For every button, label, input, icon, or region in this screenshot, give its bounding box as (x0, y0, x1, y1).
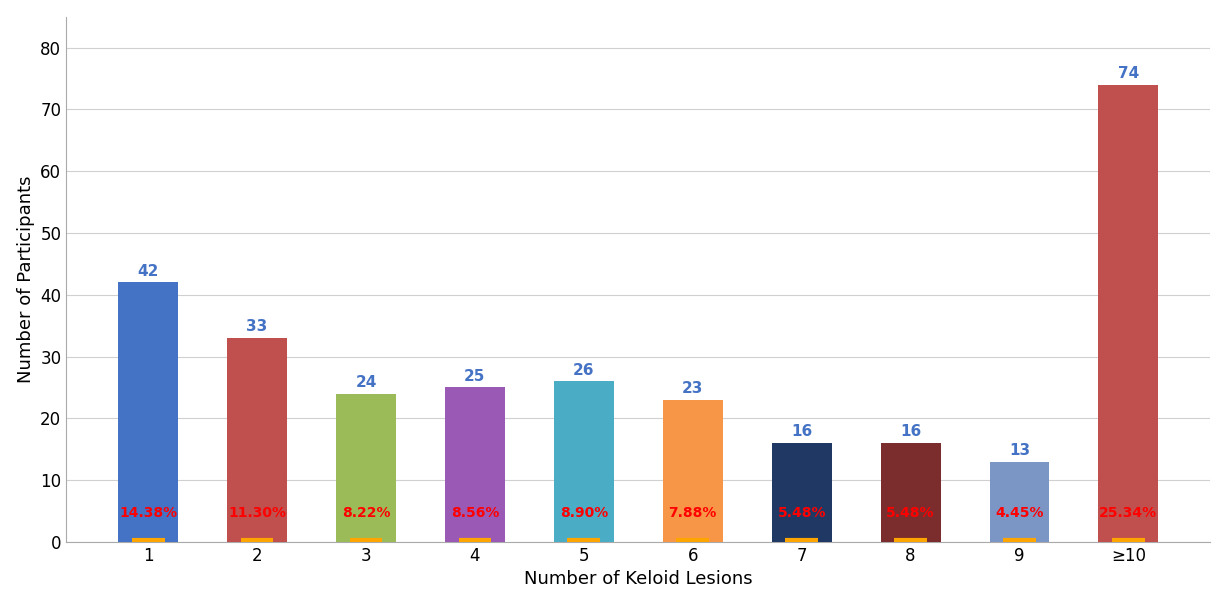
Bar (663, 400, 723, 542)
Text: 42: 42 (137, 264, 158, 279)
Text: 8.22%: 8.22% (342, 506, 390, 520)
Bar (772, 443, 832, 542)
Bar (553, 381, 614, 542)
Text: 24: 24 (356, 375, 377, 390)
Text: 16: 16 (899, 424, 921, 439)
Text: 25.34%: 25.34% (1099, 506, 1157, 520)
Text: 25: 25 (464, 368, 486, 384)
Text: 74: 74 (1118, 66, 1139, 81)
Bar (118, 283, 178, 542)
Text: 8.56%: 8.56% (450, 506, 499, 520)
Bar (336, 394, 396, 542)
Text: 13: 13 (1009, 443, 1029, 458)
Bar (881, 443, 941, 542)
Text: 11.30%: 11.30% (228, 506, 286, 520)
Text: 26: 26 (573, 362, 595, 378)
Text: 5.48%: 5.48% (778, 506, 826, 520)
Text: 14.38%: 14.38% (119, 506, 177, 520)
Y-axis label: Number of Participants: Number of Participants (17, 175, 34, 383)
Bar (227, 338, 287, 542)
Text: 16: 16 (791, 424, 812, 439)
Text: 23: 23 (682, 381, 703, 396)
Bar (989, 462, 1049, 542)
Text: 4.45%: 4.45% (995, 506, 1044, 520)
Text: 33: 33 (247, 319, 267, 335)
Text: 5.48%: 5.48% (886, 506, 935, 520)
Bar (445, 387, 504, 542)
Bar (1098, 85, 1158, 542)
Text: 8.90%: 8.90% (560, 506, 607, 520)
X-axis label: Number of Keloid Lesions: Number of Keloid Lesions (524, 571, 752, 588)
Text: 7.88%: 7.88% (669, 506, 717, 520)
